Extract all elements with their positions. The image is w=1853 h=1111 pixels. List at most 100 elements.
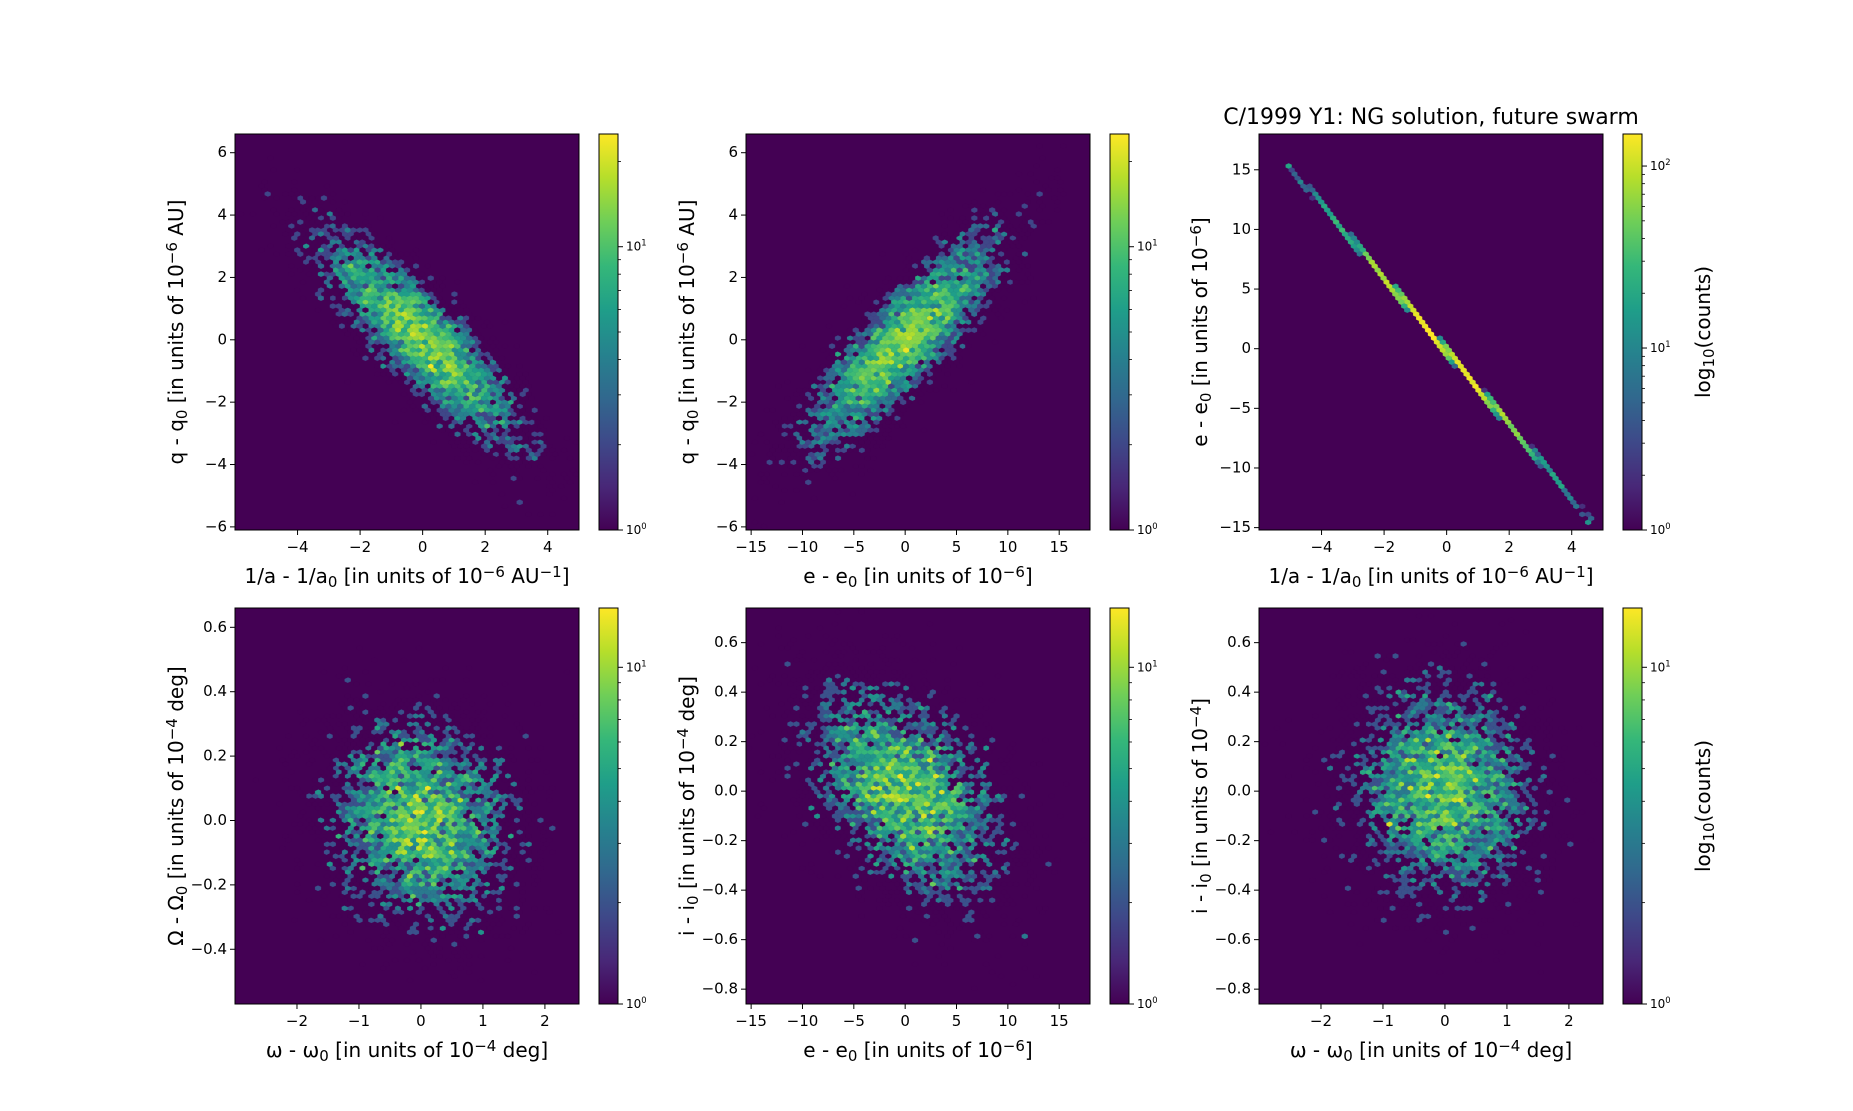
hex-cell (445, 749, 452, 755)
hex-cell (1024, 279, 1031, 285)
axes-frame (234, 133, 580, 531)
hex-cell (463, 677, 470, 683)
hex-cell (920, 427, 928, 434)
hex-cell (394, 881, 402, 888)
hex-cell (460, 359, 467, 366)
hex-cell (466, 1010, 472, 1015)
hex-cell (994, 199, 1002, 205)
hex-cell (1048, 793, 1055, 799)
hex-cell (338, 813, 345, 819)
hex-cell (501, 753, 508, 759)
hex-cell (362, 315, 369, 321)
x-axis-label: 1/a - 1/a0 [in units of 10−6 AU−1] (244, 563, 569, 591)
hex-cell (914, 291, 922, 297)
hex-cell (1540, 459, 1547, 466)
hex-cell (849, 403, 856, 410)
hex-cell (397, 901, 405, 908)
hex-cell (469, 829, 476, 836)
hex-cell (852, 327, 859, 333)
hex-cell (1018, 263, 1025, 269)
hex-cell (297, 709, 304, 715)
hex-cell (552, 451, 559, 458)
y-tick-label: −4 (205, 455, 227, 473)
hex-cell (855, 427, 862, 434)
hex-cell (338, 275, 345, 281)
hex-cell (1000, 921, 1008, 928)
hex-cell (341, 311, 348, 317)
hex-cell (962, 315, 969, 321)
y-tick-label: 0.0 (203, 811, 227, 829)
hex-cell (1585, 511, 1592, 518)
hex-cell (994, 191, 1002, 197)
hex-cell (332, 813, 339, 819)
hex-cell (448, 929, 455, 936)
hex-cell (383, 785, 390, 791)
hex-cell (822, 415, 830, 422)
hex-cell (507, 945, 514, 952)
hex-cell (306, 199, 313, 205)
hex-cell (531, 865, 538, 872)
hex-cell (400, 833, 408, 840)
hex-cell (380, 805, 387, 811)
hex-cell (501, 319, 508, 325)
hex-cell (409, 307, 417, 313)
hex-cell (483, 745, 491, 751)
hex-cell (442, 809, 449, 815)
x-axis-label: 1/a - 1/a0 [in units of 10−6 AU−1] (1268, 563, 1593, 591)
hex-cell (475, 821, 482, 828)
hex-cell (276, 801, 283, 807)
hex-cell (950, 805, 957, 811)
hex-cell (1466, 375, 1473, 382)
hex-cell (442, 415, 449, 422)
hex-cell (1012, 231, 1019, 237)
hex-cell (412, 327, 420, 333)
hex-cell (457, 307, 464, 313)
hex-cell (837, 395, 845, 402)
hex-cell (793, 487, 800, 494)
hex-cell (454, 431, 461, 438)
hex-cell (466, 801, 473, 807)
hex-cell (1000, 191, 1008, 197)
hex-cell (510, 427, 517, 434)
hex-cell (454, 745, 461, 751)
hex-cell (463, 765, 470, 771)
hex-cell (486, 869, 494, 876)
hex-cell (451, 291, 458, 297)
hex-cell (389, 681, 396, 687)
hex-cell (427, 677, 434, 683)
hex-cell (923, 801, 931, 807)
hex-cell (397, 701, 405, 707)
hex-cell (430, 961, 437, 968)
hex-cell (451, 339, 458, 345)
hex-cell (501, 447, 508, 454)
hex-cell (513, 375, 520, 382)
hex-cell (329, 191, 336, 197)
hex-cell (846, 295, 853, 301)
hex-cell (941, 383, 948, 390)
hex-cell (501, 367, 508, 374)
hex-cell (1021, 299, 1028, 305)
hex-cell (799, 407, 806, 414)
hex-cell (335, 849, 342, 856)
hex-cell (840, 303, 847, 309)
hex-cell (403, 355, 411, 362)
hex-cell (504, 885, 511, 892)
hex-cell (454, 849, 461, 856)
hex-cell (374, 355, 381, 362)
hex-cell (834, 383, 842, 390)
hex-cell (495, 463, 503, 470)
x-tick-label: −15 (735, 538, 767, 556)
hex-cell (463, 781, 470, 787)
hex-cell (329, 801, 336, 807)
hex-cell (273, 211, 280, 217)
hex-cell (522, 459, 529, 466)
hex-cell (341, 673, 348, 679)
hex-cell (353, 681, 360, 687)
hex-cell (478, 761, 485, 767)
x-tick-label: 0 (900, 538, 910, 556)
hex-cell (825, 387, 833, 394)
hex-cell (409, 765, 417, 771)
hex-cell (950, 275, 957, 281)
hex-cell (840, 359, 847, 366)
x-tick-label: 0 (1442, 538, 1452, 556)
